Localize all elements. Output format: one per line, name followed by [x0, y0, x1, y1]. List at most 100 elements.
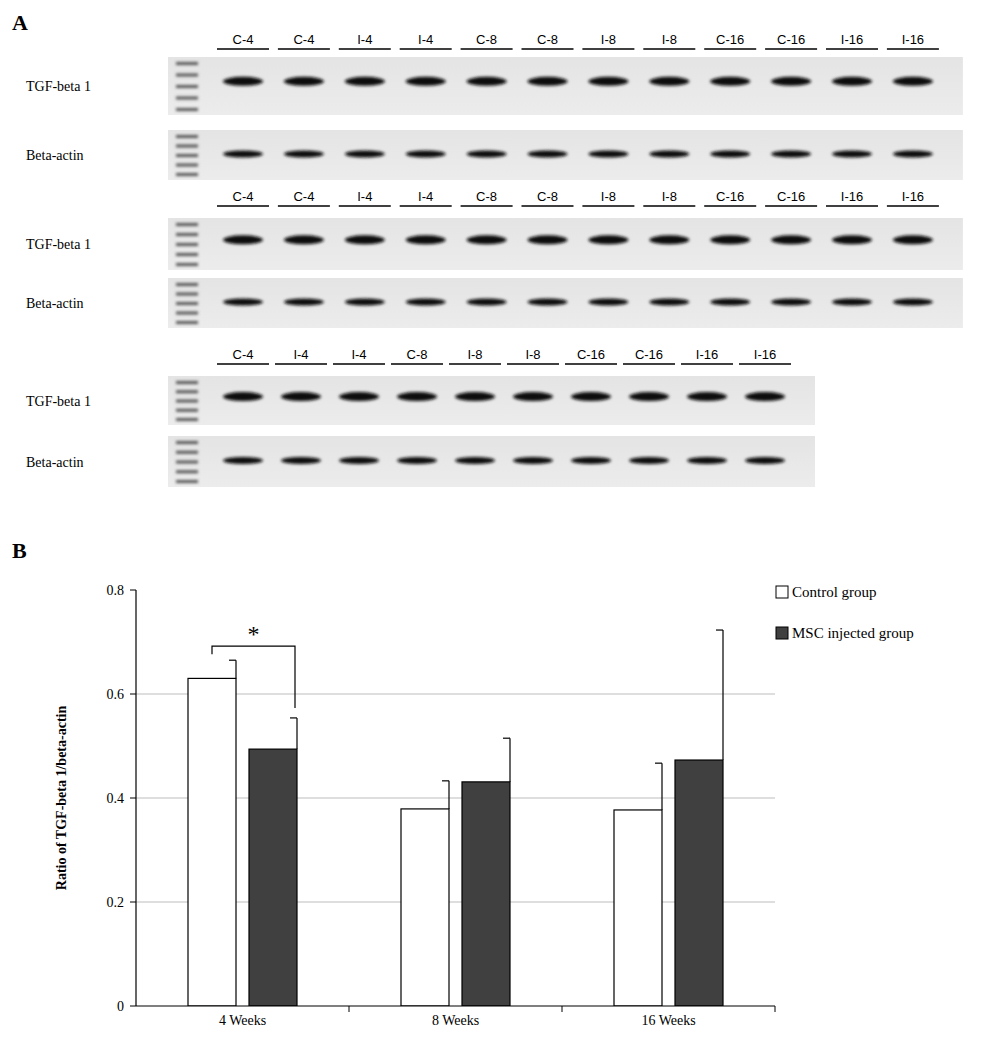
lane-label: I-4: [418, 189, 433, 204]
lane-line: [217, 205, 269, 206]
ladder-band: [176, 293, 198, 296]
bar: [614, 810, 662, 1006]
lane-line: [217, 363, 269, 364]
gel-strip: [168, 57, 963, 115]
band: [345, 151, 385, 158]
error-line: [296, 718, 297, 749]
lane-line: [278, 205, 330, 206]
lane-line: [582, 205, 634, 206]
lane-label: C-4: [233, 32, 254, 47]
bar: [401, 809, 449, 1006]
band: [345, 77, 385, 86]
tick-mark: [130, 1006, 136, 1007]
ladder-band: [176, 283, 198, 286]
ladder-band: [176, 263, 198, 266]
lane-line: [623, 363, 675, 364]
lane-label: I-8: [662, 189, 677, 204]
band: [223, 299, 263, 306]
band: [649, 77, 689, 86]
tick-label: 0.2: [107, 895, 125, 910]
band: [832, 299, 872, 306]
ladder-band: [176, 312, 198, 315]
band: [771, 299, 811, 306]
lane-label: I-4: [293, 347, 308, 362]
bar: [188, 678, 236, 1006]
error-bar: [442, 781, 449, 809]
band: [223, 235, 263, 244]
category-label: 8 Weeks: [432, 1013, 479, 1028]
band: [710, 151, 750, 158]
lane-line: [765, 205, 817, 206]
band: [284, 299, 324, 306]
lane-line: [400, 48, 452, 49]
panel-label: A: [12, 10, 28, 35]
error-line: [448, 781, 449, 809]
significance-bracket: [212, 646, 295, 708]
lane-label: I-16: [902, 32, 924, 47]
band: [588, 235, 628, 244]
error-cap: [655, 763, 662, 764]
band: [649, 299, 689, 306]
band: [455, 457, 495, 464]
band: [345, 299, 385, 306]
error-line: [661, 763, 662, 810]
band: [710, 235, 750, 244]
band: [588, 151, 628, 158]
band: [223, 151, 263, 158]
band: [397, 457, 437, 464]
ladder-band: [176, 253, 198, 256]
lane-label: C-8: [476, 189, 497, 204]
bar: [249, 749, 297, 1006]
gel-strip: [168, 218, 963, 270]
band: [629, 392, 669, 401]
lane-label: I-16: [696, 347, 718, 362]
lane-line: [765, 48, 817, 49]
band: [455, 392, 495, 401]
band: [406, 235, 446, 244]
gel-strip: [168, 376, 815, 425]
lane-label: C-4: [233, 347, 254, 362]
band: [687, 457, 727, 464]
ladder-band: [176, 321, 198, 324]
error-cap: [503, 738, 510, 739]
row-label: TGF-beta 1: [26, 394, 91, 409]
ladder-band: [176, 173, 198, 176]
legend-swatch: [776, 627, 788, 639]
x-tick: [775, 1006, 776, 1012]
error-bar: [503, 738, 510, 782]
ladder-band: [176, 154, 198, 157]
gel-strip: [168, 130, 963, 180]
band: [588, 77, 628, 86]
error-cap: [442, 780, 449, 781]
error-bar: [716, 630, 723, 760]
ladder-band: [176, 418, 198, 421]
ladder-band: [176, 441, 198, 444]
band: [281, 392, 321, 401]
band: [528, 77, 568, 86]
ladder-band: [176, 470, 198, 473]
lane-line: [522, 48, 574, 49]
lane-label: C-8: [537, 32, 558, 47]
ladder-band: [176, 461, 198, 464]
lane-line: [391, 363, 443, 364]
lane-line: [643, 205, 695, 206]
lane-line: [217, 48, 269, 49]
band: [406, 77, 446, 86]
lane-line: [704, 205, 756, 206]
lane-label: I-8: [525, 347, 540, 362]
error-cap: [290, 717, 297, 718]
band: [339, 392, 379, 401]
band: [284, 77, 324, 86]
lane-label: C-4: [293, 32, 314, 47]
legend: Control groupMSC injected group: [776, 584, 914, 641]
band: [571, 392, 611, 401]
lane-label: I-4: [418, 32, 433, 47]
ladder-band: [176, 390, 198, 393]
lane-line: [582, 48, 634, 49]
x-tick: [349, 1006, 350, 1012]
lane-line: [461, 205, 513, 206]
ladder-band: [176, 480, 198, 483]
lane-line: [887, 205, 939, 206]
x-axis: [136, 1005, 775, 1006]
ladder-band: [176, 400, 198, 403]
